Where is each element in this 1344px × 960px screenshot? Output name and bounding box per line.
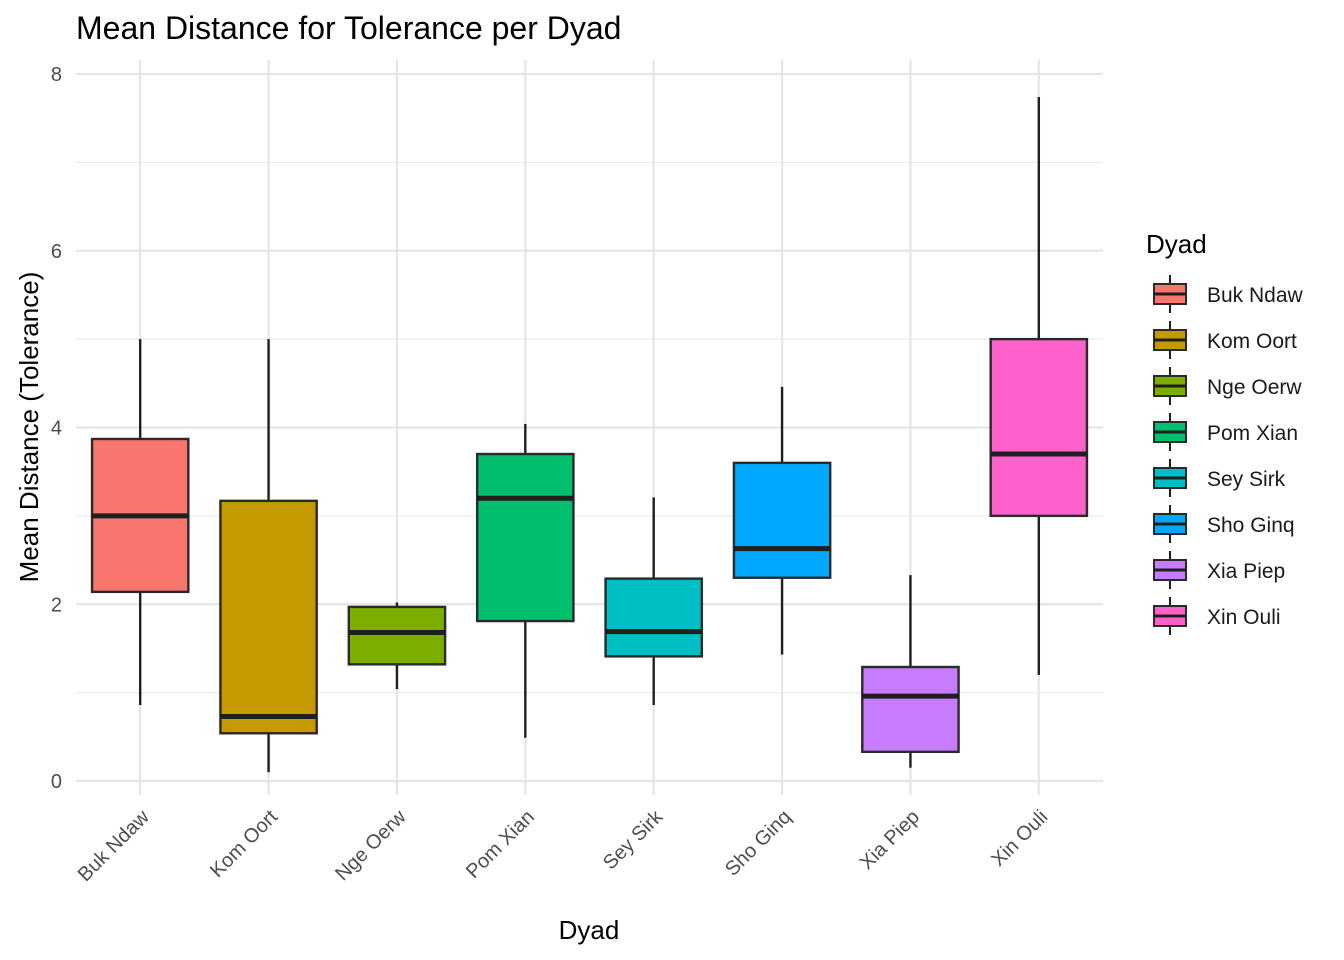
y-axis-ticks: 0 2 4 6 8 xyxy=(51,64,62,793)
box-kom-oort xyxy=(219,339,318,773)
box-iqr xyxy=(989,337,1089,518)
box-iqr xyxy=(861,665,960,754)
box-sey-sirk xyxy=(604,497,704,705)
x-axis-ticks: Buk Ndaw Kom Oort Nge Oerw Pom Xian Sey Sirk… xyxy=(74,805,1053,886)
box-iqr xyxy=(347,605,447,666)
legend-item: Xin Ouli xyxy=(1153,597,1281,635)
box-iqr xyxy=(475,452,575,623)
box-buk-ndaw xyxy=(90,339,190,705)
legend-item: Nge Oerw xyxy=(1153,367,1302,405)
box-nge-oerw xyxy=(347,602,447,690)
x-tick-label: Xia Piep xyxy=(856,806,924,874)
legend-title: Dyad xyxy=(1146,229,1207,259)
box-iqr xyxy=(732,461,832,579)
legend-item: Buk Ndaw xyxy=(1153,275,1304,313)
legend-label: Buk Ndaw xyxy=(1207,284,1304,307)
x-tick-label: Kom Oort xyxy=(206,806,282,882)
x-tick-label: Sey Sirk xyxy=(599,805,668,874)
legend-label: Sho Ginq xyxy=(1207,514,1295,537)
y-tick-label: 0 xyxy=(51,771,62,793)
chart-title: Mean Distance for Tolerance per Dyad xyxy=(76,10,621,46)
box-iqr xyxy=(604,577,704,658)
x-tick-label: Sho Ginq xyxy=(721,806,796,881)
legend-label: Pom Xian xyxy=(1207,422,1298,445)
y-tick-label: 8 xyxy=(51,64,62,86)
legend-label: Sey Sirk xyxy=(1207,468,1286,491)
legend-label: Xia Piep xyxy=(1207,560,1285,583)
legend-item: Xia Piep xyxy=(1153,551,1285,589)
legend-item: Sho Ginq xyxy=(1153,505,1295,543)
legend-item: Kom Oort xyxy=(1153,321,1297,359)
y-tick-label: 2 xyxy=(51,594,62,616)
x-tick-label: Pom Xian xyxy=(462,806,539,883)
box-xin-ouli xyxy=(989,96,1089,675)
x-tick-label: Xin Ouli xyxy=(987,806,1052,871)
legend-label: Nge Oerw xyxy=(1207,376,1302,399)
boxes xyxy=(90,96,1089,773)
box-xia-piep xyxy=(861,575,960,768)
box-pom-xian xyxy=(475,423,575,738)
box-iqr xyxy=(219,499,318,735)
legend-item: Sey Sirk xyxy=(1153,459,1286,497)
legend: Dyad Buk Ndaw Kom Oort Nge Oerw Pom Xian Sey… xyxy=(1146,229,1304,635)
legend-label: Kom Oort xyxy=(1207,330,1297,353)
legend-item: Pom Xian xyxy=(1153,413,1298,451)
box-sho-ginq xyxy=(732,386,832,655)
x-tick-label: Buk Ndaw xyxy=(74,806,154,886)
y-tick-label: 4 xyxy=(51,418,62,440)
legend-label: Xin Ouli xyxy=(1207,606,1281,629)
y-axis-title: Mean Distance (Tolerance) xyxy=(14,272,44,583)
x-axis-title: Dyad xyxy=(559,915,620,945)
y-tick-label: 6 xyxy=(51,241,62,263)
x-tick-label: Nge Oerw xyxy=(331,806,411,886)
